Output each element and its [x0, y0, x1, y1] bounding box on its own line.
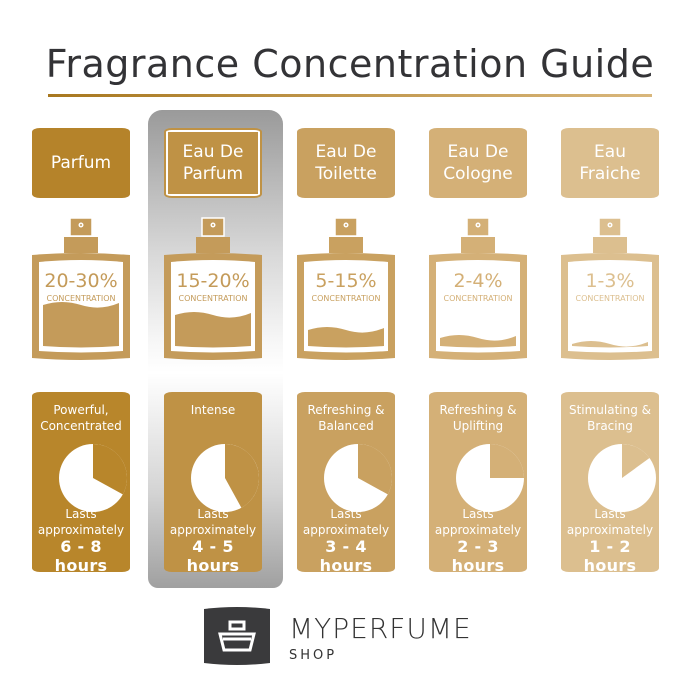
concentration-value: 5-15% [315, 270, 377, 292]
duration-value: 3 - 4 hours [319, 537, 373, 575]
duration-pie-icon [191, 444, 259, 512]
bottle-icon [164, 217, 262, 360]
duration-pie-icon [59, 444, 127, 512]
info-box: Intense Lasts approximately 4 - 5 hours [164, 392, 262, 575]
duration-value: 6 - 8 hours [54, 537, 108, 575]
character-description: Powerful, Concentrated [40, 403, 122, 433]
concentration-label: CONCENTRATION [311, 294, 381, 303]
duration-value: 2 - 3 hours [451, 537, 505, 575]
lasts-label: Lasts approximately [37, 507, 125, 537]
bottle-icon [429, 217, 527, 360]
concentration-label: CONCENTRATION [46, 294, 116, 303]
bottle-icon [297, 217, 395, 360]
info-box: Refreshing & Balanced Lasts approximatel… [297, 392, 395, 575]
bottle-icon [32, 217, 130, 360]
concentration-label: CONCENTRATION [575, 294, 645, 303]
lasts-label: Lasts approximately [566, 507, 654, 537]
pie-gap-wedge [358, 444, 392, 495]
type-header: Parfum [32, 128, 130, 198]
brand-sub: SHOP [289, 648, 338, 663]
concentration-value: 15-20% [176, 270, 250, 292]
duration-pie-icon [324, 444, 392, 512]
character-description: Intense [190, 403, 236, 417]
duration-value: 1 - 2 hours [583, 537, 637, 575]
duration-value: 4 - 5 hours [186, 537, 240, 575]
type-header: Eau Fraiche [561, 128, 659, 198]
lasts-label: Lasts approximately [169, 507, 257, 537]
concentration-value: 2-4% [453, 270, 503, 292]
character-description: Stimulating & Bracing [568, 403, 652, 433]
duration-pie-icon [456, 444, 524, 512]
duration-pie-icon [588, 444, 656, 512]
bottle-icon [561, 217, 659, 360]
concentration-value: 1-3% [585, 270, 635, 292]
info-box: Refreshing & Uplifting Lasts approximate… [429, 392, 527, 575]
type-header: Eau De Cologne [429, 128, 527, 198]
page-title: Fragrance Concentration Guide [45, 42, 655, 86]
concentration-label: CONCENTRATION [443, 294, 513, 303]
pie-gap-wedge [490, 444, 524, 478]
character-description: Refreshing & Balanced [307, 403, 385, 433]
concentration-value: 20-30% [44, 270, 118, 292]
character-description: Refreshing & Uplifting [439, 403, 517, 433]
title-divider [48, 94, 652, 97]
brand-logo-icon [204, 607, 270, 665]
info-box: Stimulating & Bracing Lasts approximatel… [561, 392, 659, 575]
type-header: Eau De Toilette [297, 128, 395, 198]
pie-gap-wedge [93, 444, 127, 495]
pie-gap-wedge [225, 444, 259, 508]
lasts-label: Lasts approximately [302, 507, 390, 537]
pie-gap-wedge [622, 444, 650, 478]
brand-name: MYPERFUME [289, 612, 472, 645]
info-box: Powerful, Concentrated Lasts approximate… [32, 392, 130, 575]
type-header: Eau De Parfum [164, 128, 262, 198]
lasts-label: Lasts approximately [434, 507, 522, 537]
concentration-label: CONCENTRATION [178, 294, 248, 303]
